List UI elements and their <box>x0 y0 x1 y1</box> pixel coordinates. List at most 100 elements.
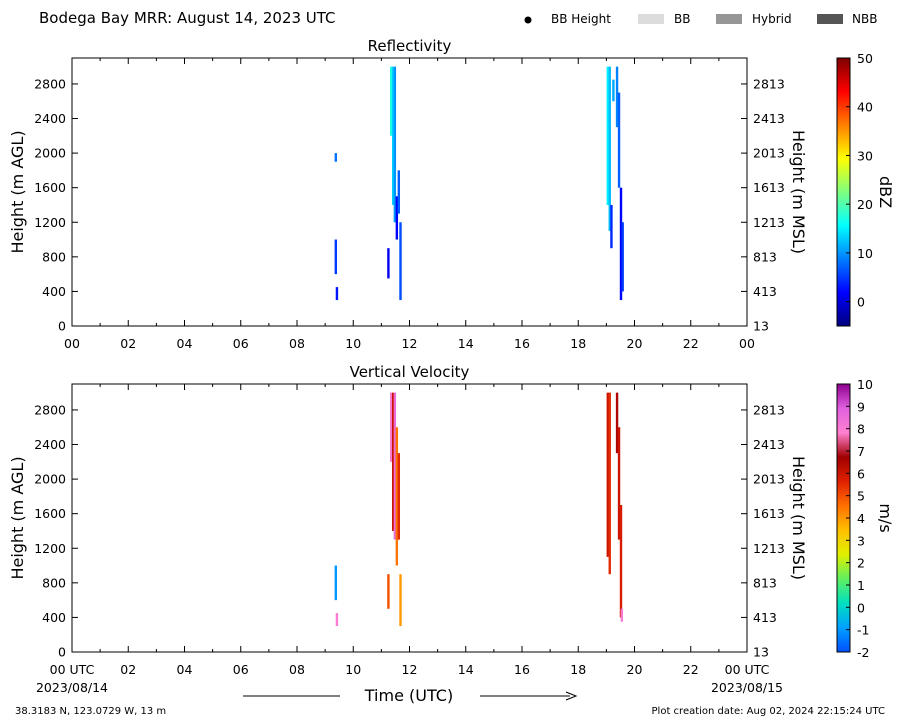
y-tick-label: 2400 <box>34 111 66 126</box>
y-tick-label: 2800 <box>34 402 66 417</box>
x-tick-label: 00 UTC <box>50 662 95 677</box>
echo-streak-3 <box>390 392 393 462</box>
echo-streak-4 <box>391 392 395 531</box>
y-tick-label: 800 <box>42 249 66 264</box>
y2-tick-label: 1213 <box>753 541 785 556</box>
x-tick-label: 04 <box>177 662 193 677</box>
ylabel-vertical-velocity: Height (m AGL) <box>8 456 27 579</box>
y2-tick-label: 813 <box>753 575 777 590</box>
ylabel-reflectivity: Height (m AGL) <box>8 130 27 253</box>
y2-tick-label: 1213 <box>753 215 785 230</box>
y2-tick-label: 1613 <box>753 506 785 521</box>
colorbar-tick-label: 20 <box>857 197 873 212</box>
echo-streak-17 <box>621 222 624 292</box>
end-date: 2023/08/15 <box>711 680 783 695</box>
x-tick-label: 12 <box>402 662 418 677</box>
colorbar-ticks-vertical-velocity: -2 -1 0 1 2 3 4 5 6 7 8 9 10 <box>846 377 873 660</box>
y2-tick-label: 2413 <box>753 111 785 126</box>
echo-streak-13 <box>619 505 623 618</box>
echo-streak-13 <box>612 79 615 102</box>
legend-swatch-nbb <box>817 14 843 24</box>
colorbar-tick-label: 7 <box>857 444 865 459</box>
colorbar-reflectivity <box>836 57 851 327</box>
colorbar-tick-label: 3 <box>857 533 865 548</box>
colorbar-tick-label: 50 <box>857 51 873 66</box>
x-tick-label: 06 <box>233 662 249 677</box>
x-tick-label: 06 <box>233 336 249 351</box>
x-tick-label: 14 <box>458 662 474 677</box>
echo-streak-5 <box>391 66 395 205</box>
x-tick-label: 16 <box>514 336 530 351</box>
echo-streak-2 <box>335 287 339 301</box>
x-tick-label: 18 <box>570 336 586 351</box>
x-tick-label: 22 <box>683 336 699 351</box>
echo-streak-1 <box>334 239 338 275</box>
time-arrow-head-icon <box>565 691 578 701</box>
x-tick-label: 10 <box>345 662 361 677</box>
echo-streak-14 <box>620 608 624 622</box>
colorbar-tick-label: 10 <box>857 246 873 261</box>
y2-tick-label: 2013 <box>753 472 785 487</box>
x-tick-label: 00 <box>739 336 755 351</box>
y-tick-label: 0 <box>58 319 66 334</box>
colorbar-tick-label: 1 <box>857 578 865 593</box>
y-tick-label: 2800 <box>34 76 66 91</box>
start-date: 2023/08/14 <box>36 680 108 695</box>
y2-tick-label: 13 <box>753 645 769 660</box>
echo-streak-15 <box>617 92 621 188</box>
figure-title: Bodega Bay MRR: August 14, 2023 UTC <box>39 9 336 27</box>
x-tick-label: 08 <box>289 662 305 677</box>
y-tick-label: 1600 <box>34 506 66 521</box>
legend-label-hybrid: Hybrid <box>752 12 792 26</box>
x-tick-label: 00 <box>64 336 80 351</box>
location-text: 38.3183 N, 123.0729 W, 13 m <box>15 706 166 717</box>
y-tick-label: 2400 <box>34 437 66 452</box>
colorbar-tick-label: 30 <box>857 148 873 163</box>
colorbar-tick-label: 5 <box>857 489 865 504</box>
x-tick-label: 02 <box>120 336 136 351</box>
header-legend: BB Height BB Hybrid NBB <box>524 12 877 26</box>
y-tick-label: 1200 <box>34 541 66 556</box>
y-tick-label: 400 <box>42 610 66 625</box>
xlabel-time: Time (UTC) <box>364 686 453 705</box>
echo-streak-7 <box>395 196 399 240</box>
y-tick-label: 2000 <box>34 472 66 487</box>
echo-streak-6 <box>395 427 399 566</box>
y-tick-label: 2000 <box>34 146 66 161</box>
panel-title-vertical-velocity: Vertical Velocity <box>350 363 470 381</box>
legend-label-nbb: NBB <box>852 12 877 26</box>
y2-tick-label: 2813 <box>753 402 785 417</box>
y-tick-label: 400 <box>42 284 66 299</box>
echo-streak-2 <box>387 574 390 609</box>
x-tick-label: 20 <box>627 336 643 351</box>
echo-streak-9 <box>399 222 402 301</box>
echo-streak-14 <box>615 66 619 128</box>
y-tick-label: 1600 <box>34 180 66 195</box>
y2-tick-label: 2813 <box>753 76 785 91</box>
echo-streak-10 <box>608 392 611 575</box>
colorbar-tick-label: 4 <box>857 511 865 526</box>
colorbar-tick-label: 0 <box>857 600 865 615</box>
colorbar-tick-label: 6 <box>857 466 865 481</box>
x-tick-label: 18 <box>570 662 586 677</box>
echo-streak-12 <box>617 427 621 540</box>
echo-streak-9 <box>606 392 609 557</box>
y2-tick-label: 13 <box>753 319 769 334</box>
echo-streak-5 <box>393 392 397 540</box>
echo-streak-0 <box>334 153 338 162</box>
y2-tick-label: 413 <box>753 284 777 299</box>
reflectivity-marks <box>334 66 624 301</box>
legend-swatch-hybrid <box>716 14 742 24</box>
y-tick-label: 800 <box>42 575 66 590</box>
x-tick-label: 22 <box>683 662 699 677</box>
echo-streak-10 <box>606 66 609 205</box>
y-tick-label: 1200 <box>34 215 66 230</box>
panel-vertical-velocity: Vertical Velocity 00 UTC 02 04 06 08 10 12 14 16… <box>8 363 895 677</box>
velocity-ticks: 00 UTC 02 04 06 08 10 12 14 16 18 20 22 00 UTC 0 13 400… <box>34 384 785 677</box>
legend-swatch-bb <box>638 14 664 24</box>
colorbar-tick-label: 2 <box>857 556 865 571</box>
echo-streak-8 <box>397 170 401 214</box>
colorbar-tick-label: -2 <box>857 645 869 660</box>
colorbar-tick-label: 9 <box>857 399 865 414</box>
creation-date-text: Plot creation date: Aug 02, 2024 22:15:2… <box>652 706 885 717</box>
